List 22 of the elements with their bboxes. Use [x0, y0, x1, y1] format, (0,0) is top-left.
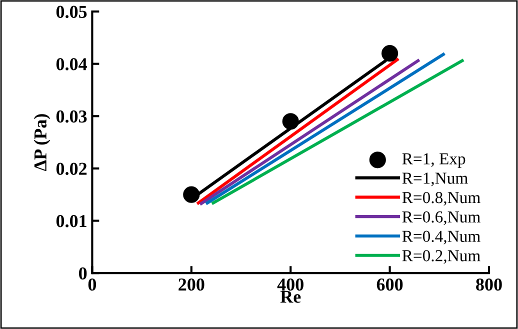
x-tick-label: 400	[277, 278, 304, 291]
point	[282, 113, 299, 130]
legend-label: R=1,Num	[402, 172, 468, 186]
y-axis-title: ΔP (Pa)	[34, 114, 50, 172]
legend-label: R=1, Exp	[402, 153, 466, 168]
legend-label: R=0.2,Num	[402, 250, 480, 264]
x-tick-label: 200	[178, 278, 204, 291]
x-tick-label: 600	[376, 278, 403, 291]
point	[381, 45, 398, 62]
x-axis-title: Re	[280, 290, 301, 303]
x-tick-label: 0	[88, 278, 96, 291]
legend-label: R=0.4,Num	[402, 230, 480, 244]
legend-label: R=0.8,Num	[402, 192, 480, 206]
y-tick-label: 0.05	[56, 6, 87, 18]
y-tick-label: 0.03	[56, 110, 87, 123]
y-tick-label: 0.04	[56, 58, 88, 70]
y-tick-label: 0	[79, 267, 87, 280]
x-tick-label: 800	[476, 278, 502, 291]
y-tick-label: 0.01	[56, 215, 86, 228]
point	[183, 186, 200, 203]
legend-label: R=0.6,Num	[402, 211, 480, 225]
y-tick-label: 0.02	[56, 162, 87, 175]
